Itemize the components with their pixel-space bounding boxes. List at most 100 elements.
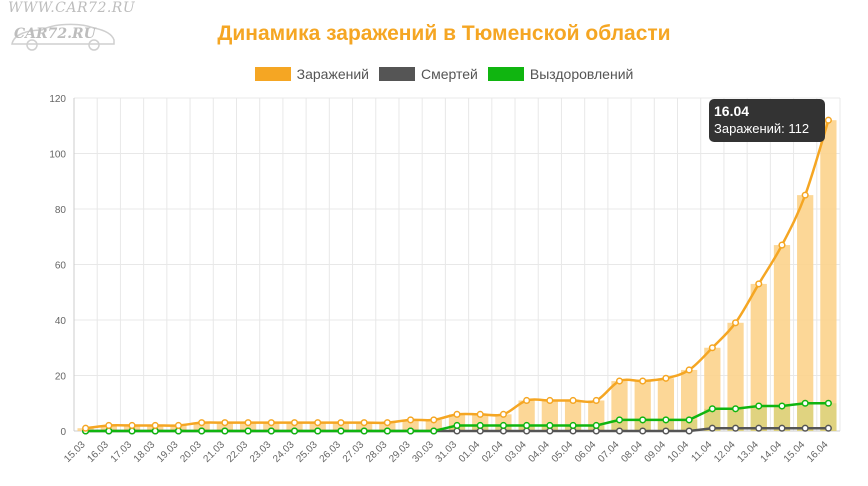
deaths-point (685, 427, 693, 435)
x-tick-label: 23.03 (248, 439, 274, 465)
recovered-point (476, 421, 484, 430)
infections-point (128, 421, 136, 430)
x-tick-label: 19.03 (155, 439, 181, 465)
recovered-bar (727, 408, 744, 431)
x-tick-label: 15.03 (62, 439, 88, 465)
x-tick-label: 16.03 (85, 439, 111, 465)
infections-point (569, 396, 577, 405)
infections-point (151, 421, 159, 430)
infections-point (290, 419, 299, 427)
recovered-point (337, 427, 345, 435)
recovered-point (430, 427, 438, 435)
deaths-point (801, 424, 809, 432)
deaths-point (662, 427, 670, 435)
infections-point (476, 410, 484, 418)
deaths-point (778, 424, 786, 432)
recovered-point (731, 405, 740, 413)
deaths-point (569, 427, 577, 435)
recovered-point (546, 421, 554, 430)
watermark: WWW.CAR72.RU CAR72.RU (8, 0, 138, 52)
y-tick-label: 80 (55, 205, 67, 216)
recovered-point (523, 421, 531, 430)
infections-point (314, 419, 322, 427)
y-tick-label: 40 (55, 316, 67, 327)
x-tick-label: 11.04 (689, 439, 714, 464)
x-tick-label: 08.04 (619, 439, 645, 465)
recovered-point (105, 427, 113, 435)
deaths-point (708, 424, 716, 432)
infections-point (662, 374, 670, 382)
recovered-point (755, 402, 763, 410)
infections-bar (379, 422, 396, 431)
recovered-bar (773, 406, 791, 431)
infections-point (244, 419, 252, 427)
recovered-point (407, 427, 415, 435)
recovered-point (221, 427, 229, 435)
x-tick-label: 20.03 (178, 439, 204, 465)
infections-point (174, 421, 183, 430)
watermark-logo-text: CAR72.RU (14, 26, 96, 42)
x-tick-label: 05.04 (550, 439, 576, 465)
deaths-point (453, 427, 461, 435)
deaths-point (615, 427, 624, 435)
y-tick-label: 60 (55, 261, 67, 272)
recovered-bar (680, 419, 698, 431)
recovered-bar (820, 403, 837, 431)
chart-legend: Заражений Смертей Выздоровлений (0, 66, 868, 82)
tooltip-body: Заражений: 112 (714, 121, 810, 136)
infections-point (639, 377, 647, 385)
x-tick-label: 22.03 (225, 439, 251, 465)
legend-item-deaths[interactable]: Смертей (378, 66, 478, 82)
infections-point (778, 241, 786, 249)
infections-bar (750, 283, 767, 431)
x-tick-label: 07.04 (596, 439, 622, 465)
infections-point (523, 396, 531, 405)
infections-point (801, 191, 809, 199)
x-tick-label: 04.04 (526, 439, 552, 465)
infections-point (824, 116, 832, 124)
infections-bar (309, 422, 326, 431)
infections-point (430, 416, 438, 424)
x-tick-label: 01.04 (457, 439, 483, 465)
infections-bar (518, 400, 535, 431)
recovered-bar (704, 408, 721, 431)
x-tick-label: 02.04 (480, 439, 506, 465)
legend-item-recovered[interactable]: Выздоровлений (487, 66, 634, 82)
deaths-point (499, 427, 507, 435)
y-tick-label: 0 (60, 427, 66, 438)
recovered-point (314, 427, 322, 435)
infections-point (407, 416, 415, 424)
recovered-point (383, 427, 391, 435)
legend-swatch-recovered (487, 67, 524, 81)
recovered-bar (634, 419, 651, 431)
legend-label-recovered: Выздоровлений (529, 66, 634, 82)
y-tick-label: 100 (49, 150, 66, 161)
infections-bar (820, 120, 837, 431)
x-tick-label: 17.03 (109, 439, 135, 465)
infections-bar (564, 400, 582, 431)
infections-bar (239, 422, 257, 431)
recovered-bar (657, 419, 675, 431)
recovered-point (499, 421, 507, 430)
chart-title: Динамика заражений в Тюменской области (217, 22, 671, 45)
deaths-point (476, 427, 484, 435)
infections-point (615, 377, 624, 385)
watermark-url: WWW.CAR72.RU (8, 0, 136, 16)
infections-bar (286, 422, 303, 431)
recovered-bar (750, 406, 767, 431)
recovered-bar (797, 403, 814, 431)
recovered-point (198, 427, 206, 435)
infections-bar (797, 195, 814, 431)
recovered-point (708, 405, 716, 413)
recovered-point (615, 416, 624, 424)
deaths-point (546, 427, 554, 435)
legend-item-infections[interactable]: Заражений (254, 66, 369, 82)
deaths-point (755, 424, 763, 432)
infections-bar (356, 422, 373, 431)
recovered-point (639, 416, 647, 424)
y-tick-label: 120 (49, 94, 66, 105)
infections-bar (634, 381, 651, 431)
x-tick-label: 15.04 (782, 439, 808, 465)
legend-label-deaths: Смертей (420, 66, 478, 82)
deaths-point (731, 424, 740, 432)
